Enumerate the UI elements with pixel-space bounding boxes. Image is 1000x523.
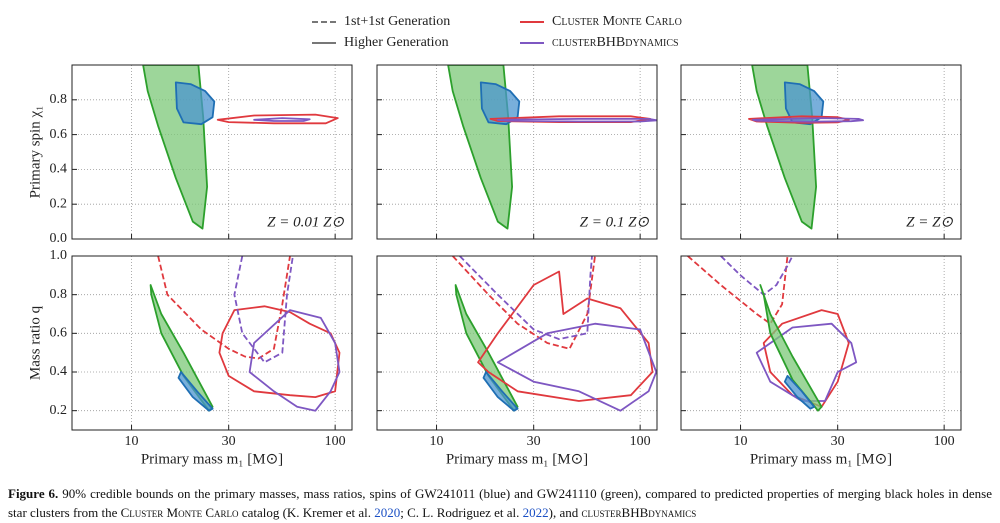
contours — [447, 65, 657, 230]
contour — [174, 81, 216, 126]
figure: 1st+1st Generation Higher Generation Clust… — [27, 14, 962, 467]
contour — [496, 118, 657, 123]
contours — [452, 256, 657, 412]
caption-text: ; C. L. Rodriguez et al. — [400, 505, 523, 520]
caption-text[interactable]: 2020 — [374, 505, 401, 520]
contour — [459, 256, 593, 340]
x-tick-label: 10 — [430, 434, 444, 449]
contours — [748, 65, 864, 230]
contour — [783, 375, 816, 410]
contour — [755, 322, 858, 402]
annotation: Z = Z⊙ — [906, 214, 953, 230]
contour — [482, 371, 519, 412]
plot-frame — [71, 64, 353, 240]
y-tick-label: 0.4 — [50, 162, 68, 177]
y-tick-label: 0.2 — [50, 196, 68, 211]
x-axis-label: Primary mass m₁ [M⊙] — [446, 451, 588, 467]
x-axis-label: Primary mass m₁ [M⊙] — [141, 451, 283, 467]
contour — [762, 309, 850, 408]
plot-area — [377, 65, 657, 239]
caption-text: 90% credible bounds on the primary masse… — [8, 486, 992, 520]
plot-frame — [680, 255, 962, 431]
annotation: Z = 0.01 Z⊙ — [267, 214, 344, 230]
y-tick-label: 0.6 — [50, 326, 68, 341]
legend-label: Cluster Monte Carlo — [552, 14, 682, 29]
x-tick-label: 100 — [934, 434, 955, 449]
y-tick-label: 0.0 — [50, 231, 68, 246]
y-axis-label: Mass ratio q — [27, 305, 43, 380]
plot-area — [72, 65, 352, 239]
contour — [452, 256, 596, 350]
contours — [142, 65, 339, 230]
x-tick-label: 30 — [222, 434, 236, 449]
caption: Figure 6. 90% credible bounds on the pri… — [8, 484, 992, 522]
contour — [233, 256, 294, 364]
legend-label: clusterBHBdynamics — [552, 35, 679, 50]
plot-frame — [71, 255, 353, 431]
contour — [496, 322, 657, 412]
x-tick-label: 30 — [831, 434, 845, 449]
caption-label: Figure 6. — [8, 486, 59, 501]
y-tick-label: 1.0 — [50, 248, 68, 263]
legend-label: Higher Generation — [344, 35, 449, 50]
contour — [253, 117, 311, 122]
x-tick-label: 100 — [325, 434, 346, 449]
plot-frame — [680, 64, 962, 240]
contours — [149, 256, 341, 412]
plot-frame — [376, 64, 658, 240]
plot-area — [681, 256, 961, 430]
contour — [216, 113, 339, 125]
annotation: Z = 0.1 Z⊙ — [580, 214, 650, 230]
contour — [177, 371, 214, 412]
y-tick-label: 0.4 — [50, 364, 68, 379]
contour — [218, 305, 341, 398]
contour — [687, 256, 789, 325]
x-tick-label: 100 — [630, 434, 651, 449]
legend-label: 1st+1st Generation — [344, 14, 450, 29]
caption-text[interactable]: 2022 — [522, 505, 549, 520]
x-tick-label: 30 — [527, 434, 541, 449]
contour — [720, 256, 794, 296]
y-tick-label: 0.2 — [50, 403, 68, 418]
contour — [248, 309, 341, 412]
contour — [759, 284, 823, 412]
y-tick-label: 0.8 — [50, 92, 68, 107]
contours — [687, 256, 858, 412]
caption-text: catalog (K. Kremer et al. — [238, 505, 375, 520]
contour — [752, 117, 864, 123]
plot-frame — [376, 255, 658, 431]
plot-area — [72, 256, 352, 430]
x-tick-label: 10 — [734, 434, 748, 449]
y-axis-label: Primary spin χ₁ — [27, 106, 43, 199]
x-tick-label: 10 — [125, 434, 139, 449]
caption-text: clusterBHBdynamics — [581, 505, 697, 520]
caption-text: ), and — [548, 505, 582, 520]
caption-text: Cluster Monte Carlo — [120, 505, 239, 520]
contour — [477, 270, 654, 402]
y-tick-label: 0.6 — [50, 127, 68, 142]
x-axis-label: Primary mass m₁ [M⊙] — [750, 451, 892, 467]
plot-area — [377, 256, 657, 430]
plot-area — [681, 65, 961, 239]
y-tick-label: 0.8 — [50, 287, 68, 302]
